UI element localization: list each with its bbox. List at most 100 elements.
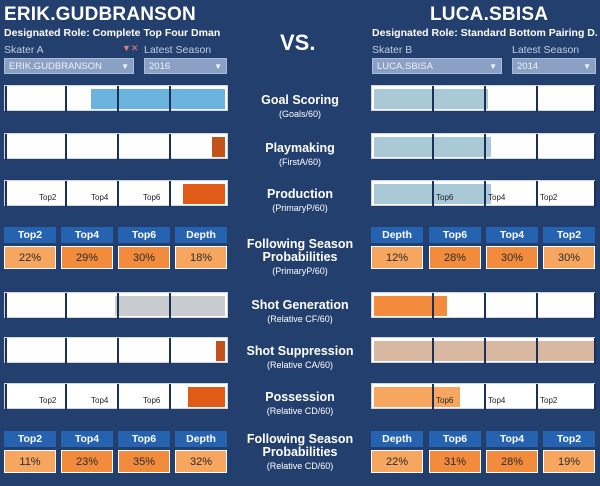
- playmaking-tick-b: [432, 134, 434, 160]
- tick-label-t6: Top6: [436, 396, 454, 405]
- goal-scoring-tick-b: [594, 86, 596, 112]
- production-tick-a: [169, 181, 171, 207]
- shot-suppression-title: Shot Suppression: [246, 344, 354, 358]
- shot-generation-track-b: [371, 292, 596, 319]
- shot-generation-tick-b: [594, 293, 596, 319]
- season-b-dropdown[interactable]: 2014 ▼: [512, 58, 596, 74]
- production-track-b: Top2 Top4 Top6: [371, 180, 596, 207]
- tick-label-t2: Top2: [39, 396, 57, 405]
- probs1-cell-a: 18%: [175, 246, 227, 269]
- production-tick-a: [5, 181, 7, 207]
- skater-b-dropdown-value: LUCA.SBISA: [377, 61, 433, 72]
- tick-label-t6: Top6: [436, 193, 454, 202]
- goal-scoring-bar-b: [374, 89, 488, 109]
- possession-tick-a: [169, 384, 171, 410]
- goal-scoring-tick-a: [117, 86, 119, 112]
- probs1-header-b: Top4: [486, 227, 538, 243]
- playmaking-track-a: [4, 133, 228, 160]
- probs2-cell-a: 23%: [61, 450, 113, 473]
- shot-suppression-tick-b: [594, 338, 596, 364]
- probabilities-1-label: Following Season Probabilities (PrimaryP/…: [229, 238, 371, 278]
- tick-label-t4: Top4: [91, 193, 109, 202]
- possession-tick-b: [432, 384, 434, 410]
- shot-generation-tick-a: [169, 293, 171, 319]
- probs2-header-a: Top4: [61, 431, 113, 447]
- shot-generation-tick-a: [117, 293, 119, 319]
- shot-suppression-tick-a: [117, 338, 119, 364]
- tick-label-t6: Top6: [143, 193, 161, 202]
- probs2-header-a: Top2: [4, 431, 56, 447]
- playmaking-tick-a: [65, 134, 67, 160]
- goal-scoring-tick-a: [65, 86, 67, 112]
- shot-suppression-tick-a: [5, 338, 7, 364]
- production-track-a: Top2 Top4 Top6: [4, 180, 228, 207]
- tick-label-t4: Top4: [488, 396, 506, 405]
- probs1-header-a: Depth: [175, 227, 227, 243]
- goal-scoring-label: Goal Scoring (Goals/60): [229, 94, 371, 121]
- shot-generation-tick-a: [65, 293, 67, 319]
- playmaking-tick-a: [169, 134, 171, 160]
- shot-suppression-track-a: [4, 337, 228, 364]
- playmaking-title: Playmaking: [265, 141, 335, 155]
- shot-generation-track-a: [4, 292, 228, 319]
- season-a-label: Latest Season: [144, 44, 212, 56]
- possession-tick-a: [117, 384, 119, 410]
- probs2-cell-b: 28%: [486, 450, 538, 473]
- shot-suppression-sub: (Relative CA/60): [266, 360, 334, 370]
- goal-scoring-track-b: [371, 85, 596, 112]
- goal-scoring-bar-a: [91, 89, 225, 109]
- probs1-cell-a: 22%: [4, 246, 56, 269]
- shot-suppression-tick-a: [169, 338, 171, 364]
- shot-generation-label: Shot Generation (Relative CF/60): [229, 299, 371, 326]
- season-b-label: Latest Season: [512, 44, 580, 56]
- possession-tick-b: [536, 384, 538, 410]
- possession-bar-a: [188, 387, 225, 407]
- shot-suppression-label: Shot Suppression (Relative CA/60): [229, 345, 371, 372]
- goal-scoring-title: Goal Scoring: [261, 93, 339, 107]
- probs2-header-a: Top6: [118, 431, 170, 447]
- possession-tick-a: [5, 384, 7, 410]
- probabilities-1-sub: (PrimaryP/60): [272, 266, 328, 276]
- probs2-cell-b: 31%: [429, 450, 481, 473]
- skater-b-dropdown[interactable]: LUCA.SBISA ▼: [372, 58, 502, 74]
- skater-a-dropdown[interactable]: ERIK.GUDBRANSON ▼: [4, 58, 134, 74]
- playmaking-sub: (FirstA/60): [278, 157, 321, 167]
- production-tick-b: [484, 181, 486, 207]
- filter-icon[interactable]: ▼✕: [122, 43, 139, 53]
- probs2-header-b: Top2: [543, 431, 595, 447]
- goal-scoring-tick-a: [169, 86, 171, 112]
- probs1-header-a: Top2: [4, 227, 56, 243]
- shot-suppression-bar-a: [216, 341, 225, 361]
- tick-label-t4: Top4: [488, 193, 506, 202]
- production-tick-a: [65, 181, 67, 207]
- tick-label-t4: Top4: [91, 396, 109, 405]
- chevron-down-icon: ▼: [489, 62, 497, 71]
- season-a-dropdown[interactable]: 2016 ▼: [144, 58, 227, 74]
- possession-track-a: Top2 Top4 Top6: [4, 383, 228, 410]
- playmaking-tick-a: [5, 134, 7, 160]
- probs1-cell-b: 30%: [543, 246, 595, 269]
- probs2-cell-b: 22%: [371, 450, 423, 473]
- shot-generation-tick-b: [432, 293, 434, 319]
- shot-generation-tick-a: [5, 293, 7, 319]
- possession-tick-b: [594, 384, 596, 410]
- goal-scoring-tick-b: [536, 86, 538, 112]
- tick-label-t2: Top2: [39, 193, 57, 202]
- possession-title: Possession: [265, 390, 335, 404]
- chevron-down-icon: ▼: [121, 62, 129, 71]
- shot-generation-sub: (Relative CF/60): [267, 314, 333, 324]
- goal-scoring-tick-b: [432, 86, 434, 112]
- playmaking-tick-b: [594, 134, 596, 160]
- probabilities-2-sub: (Relative CD/60): [266, 461, 334, 471]
- playmaking-tick-b: [484, 134, 486, 160]
- probabilities-2-label: Following Season Probabilities (Relative …: [229, 433, 371, 473]
- probs2-cell-b: 19%: [543, 450, 595, 473]
- skater-a-name: ERIK.GUDBRANSON: [4, 4, 196, 25]
- playmaking-tick-b: [536, 134, 538, 160]
- production-tick-b: [536, 181, 538, 207]
- probs1-cell-b: 12%: [371, 246, 423, 269]
- probs2-cell-a: 35%: [118, 450, 170, 473]
- probs1-cell-a: 30%: [118, 246, 170, 269]
- skater-a-dropdown-value: ERIK.GUDBRANSON: [9, 61, 102, 72]
- possession-tick-b: [484, 384, 486, 410]
